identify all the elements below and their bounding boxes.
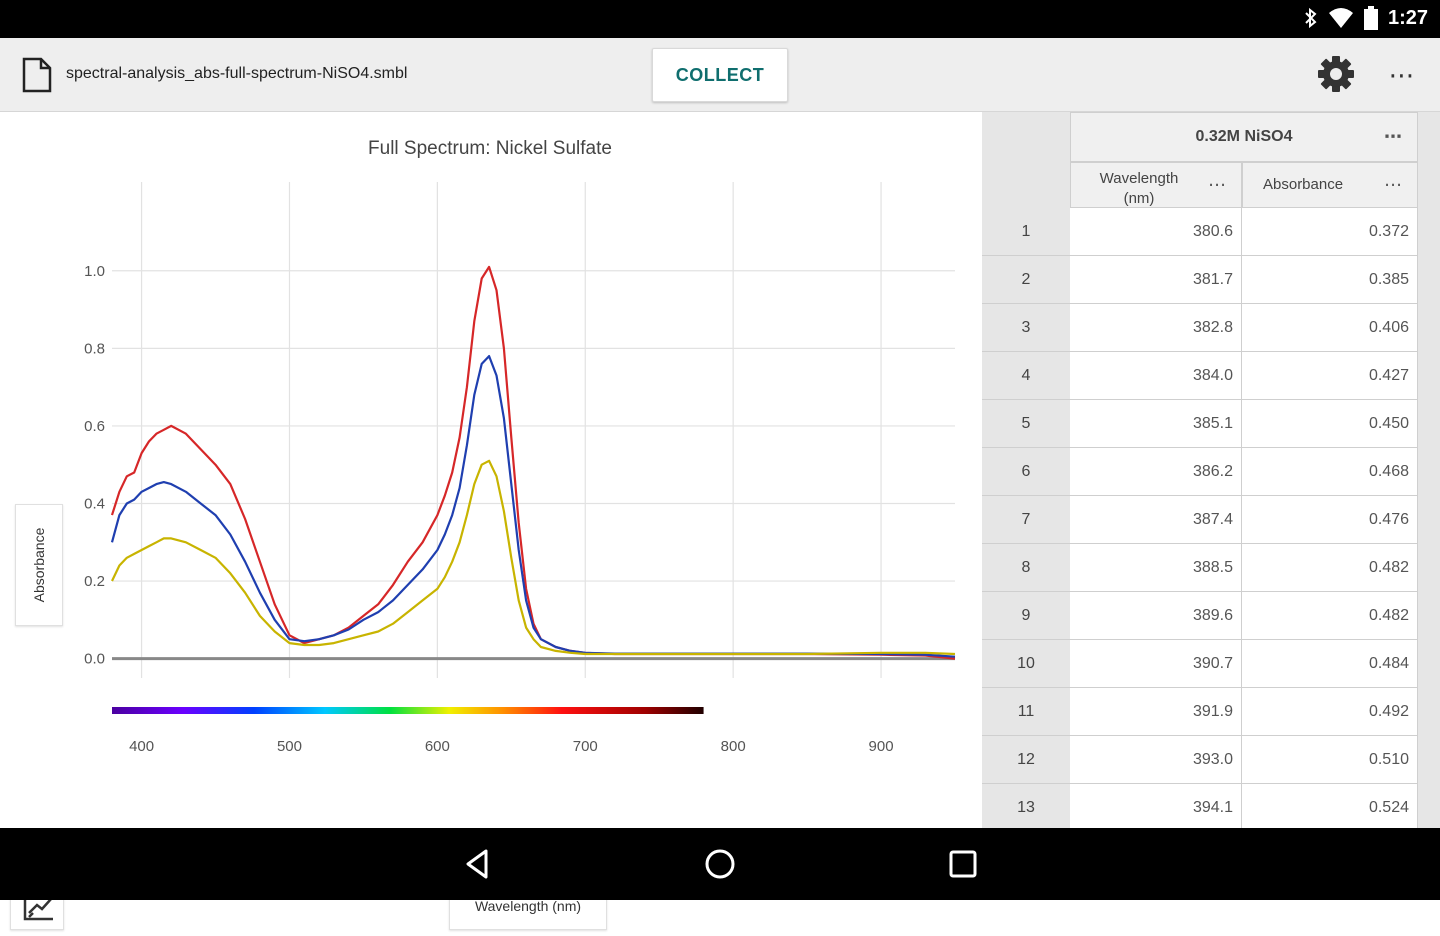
- y-tick-label: 1.0: [84, 263, 105, 280]
- row-number: 12: [982, 736, 1070, 784]
- wifi-icon: [1328, 8, 1353, 28]
- wavelength-cell[interactable]: 382.8: [1070, 304, 1242, 352]
- wavelength-cell[interactable]: 394.1: [1070, 784, 1242, 828]
- wavelength-cell[interactable]: 393.0: [1070, 736, 1242, 784]
- absorbance-cell[interactable]: 0.482: [1242, 544, 1418, 592]
- file-name: spectral-analysis_abs-full-spectrum-NiSO…: [66, 65, 408, 82]
- row-number: 7: [982, 496, 1070, 544]
- dataset-more-icon[interactable]: ⋯: [1384, 126, 1403, 147]
- wavelength-column-header[interactable]: Wavelength (nm) ⋯: [1070, 162, 1242, 208]
- collect-button[interactable]: COLLECT: [652, 48, 788, 102]
- absorbance-cell[interactable]: 0.427: [1242, 352, 1418, 400]
- file-icon[interactable]: [22, 57, 52, 93]
- absorbance-cell[interactable]: 0.406: [1242, 304, 1418, 352]
- wavelength-cell[interactable]: 384.0: [1070, 352, 1242, 400]
- row-number: 13: [982, 784, 1070, 828]
- series-line-3: [111, 459, 956, 656]
- wavelength-cell[interactable]: 389.6: [1070, 592, 1242, 640]
- row-number: 11: [982, 688, 1070, 736]
- bluetooth-icon: [1305, 7, 1317, 29]
- absorbance-label: Absorbance: [1263, 176, 1344, 193]
- row-number: 8: [982, 544, 1070, 592]
- wavelength-cell[interactable]: 386.2: [1070, 448, 1242, 496]
- y-tick-label: 0.4: [84, 495, 105, 512]
- row-number: 1: [982, 208, 1070, 256]
- series-line-1: [110, 265, 956, 660]
- wavelength-cell[interactable]: 381.7: [1070, 256, 1242, 304]
- wavelength-cell[interactable]: 391.9: [1070, 688, 1242, 736]
- x-tick-label: 800: [721, 738, 746, 755]
- wavelength-cell[interactable]: 385.1: [1070, 400, 1242, 448]
- absorbance-cell[interactable]: 0.468: [1242, 448, 1418, 496]
- row-number: 6: [982, 448, 1070, 496]
- absorbance-more-icon[interactable]: ⋯: [1384, 174, 1403, 195]
- y-tick-label: 0.8: [84, 340, 105, 357]
- absorbance-cell[interactable]: 0.372: [1242, 208, 1418, 256]
- y-tick-label: 0.0: [84, 651, 105, 668]
- wavelength-label-line1: Wavelength: [1099, 170, 1179, 187]
- row-number: 10: [982, 640, 1070, 688]
- absorbance-cell[interactable]: 0.492: [1242, 688, 1418, 736]
- absorbance-cell[interactable]: 0.476: [1242, 496, 1418, 544]
- y-axis-label: Absorbance: [31, 527, 47, 603]
- absorbance-cell[interactable]: 0.385: [1242, 256, 1418, 304]
- toolbar: spectral-analysis_abs-full-spectrum-NiSO…: [0, 38, 1440, 112]
- wavelength-cell[interactable]: 388.5: [1070, 544, 1242, 592]
- absorbance-cell[interactable]: 0.510: [1242, 736, 1418, 784]
- x-tick-label: 600: [425, 738, 450, 755]
- wavelength-cell[interactable]: 380.6: [1070, 208, 1242, 256]
- absorbance-cell[interactable]: 0.524: [1242, 784, 1418, 828]
- dataset-header[interactable]: 0.32M NiSO4 ⋯: [1070, 112, 1418, 162]
- row-number: 9: [982, 592, 1070, 640]
- visible-spectrum-bar: [112, 707, 704, 714]
- series-line-2: [110, 355, 956, 658]
- battery-icon: [1363, 6, 1378, 30]
- wavelength-cell[interactable]: 387.4: [1070, 496, 1242, 544]
- y-axis-label-button[interactable]: Absorbance: [15, 504, 63, 626]
- absorbance-column-header[interactable]: Absorbance ⋯: [1242, 162, 1418, 208]
- spectrum-chart[interactable]: Full Spectrum: Nickel Sulfate 0.0 0.2 0.4 0…: [0, 112, 982, 828]
- x-tick-label: 400: [129, 738, 154, 755]
- absorbance-cell[interactable]: 0.482: [1242, 592, 1418, 640]
- back-icon[interactable]: [458, 846, 498, 882]
- x-tick-label: 700: [573, 738, 598, 755]
- chart-title: Full Spectrum: Nickel Sulfate: [368, 138, 612, 159]
- absorbance-cell[interactable]: 0.484: [1242, 640, 1418, 688]
- gear-icon[interactable]: [1316, 54, 1356, 94]
- x-tick-label: 500: [277, 738, 302, 755]
- graph-panel: Full Spectrum: Nickel Sulfate 0.0 0.2 0.4 0…: [0, 112, 982, 930]
- navigation-bar: [0, 828, 1440, 900]
- more-icon[interactable]: ⋯: [1388, 59, 1416, 90]
- data-table: 0.32M NiSO4 ⋯ Wavelength (nm) ⋯ Absorban…: [982, 112, 1440, 828]
- status-time: 1:27: [1387, 6, 1428, 29]
- row-number: 2: [982, 256, 1070, 304]
- home-icon[interactable]: [700, 846, 740, 882]
- recents-icon[interactable]: [943, 846, 983, 882]
- absorbance-cell[interactable]: 0.450: [1242, 400, 1418, 448]
- y-tick-label: 0.2: [84, 573, 105, 590]
- y-tick-label: 0.6: [84, 418, 105, 435]
- wavelength-more-icon[interactable]: ⋯: [1208, 174, 1227, 195]
- x-tick-label: 900: [869, 738, 894, 755]
- row-number: 5: [982, 400, 1070, 448]
- row-number: 4: [982, 352, 1070, 400]
- wavelength-cell[interactable]: 390.7: [1070, 640, 1242, 688]
- wavelength-label-line2: (nm): [1123, 190, 1155, 207]
- dataset-title: 0.32M NiSO4: [1195, 128, 1293, 145]
- row-number: 3: [982, 304, 1070, 352]
- status-bar: 1:27: [0, 0, 1440, 38]
